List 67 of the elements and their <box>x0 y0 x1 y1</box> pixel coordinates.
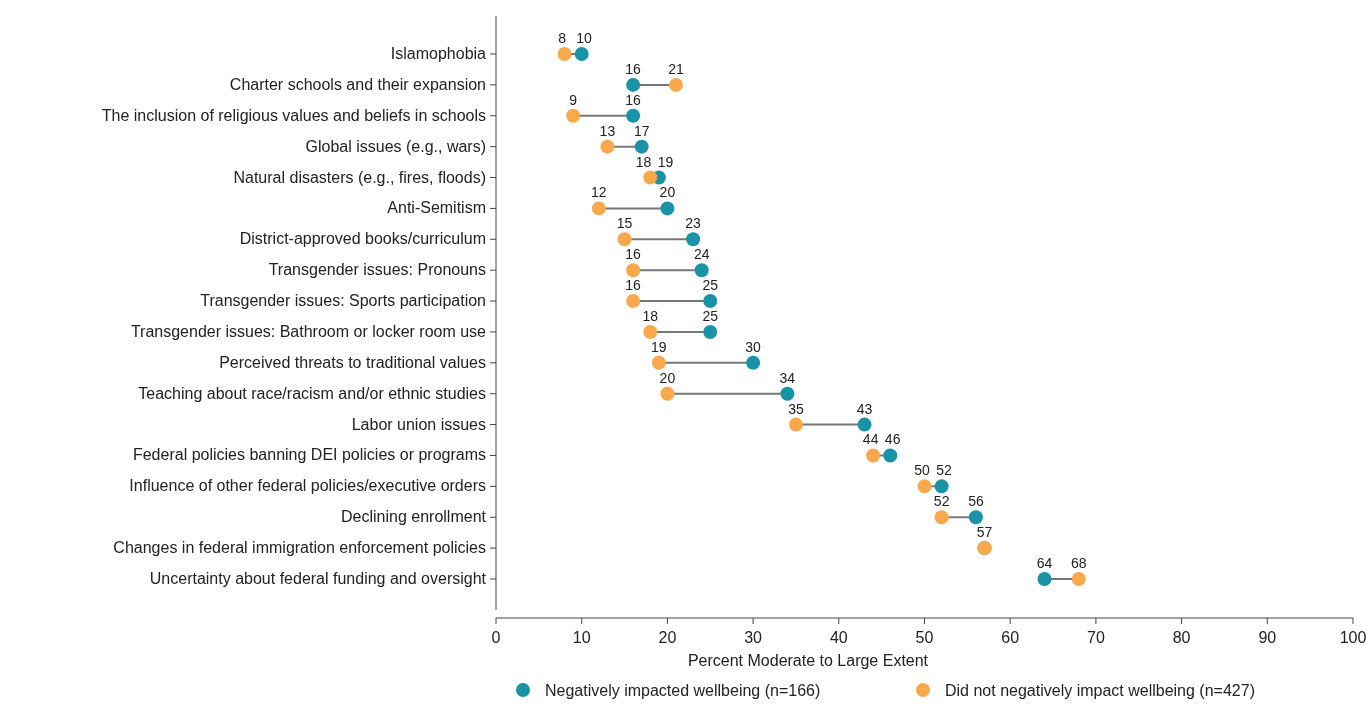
y-tick-label: Transgender issues: Sports participation <box>200 292 486 310</box>
data-label: 18 <box>642 307 659 324</box>
data-label: 46 <box>884 431 901 448</box>
data-label: 16 <box>625 60 642 77</box>
y-tick-label: Perceived threats to traditional values <box>219 353 486 371</box>
y-tick-label: Natural disasters (e.g., fires, floods) <box>233 168 486 186</box>
data-label: 21 <box>668 60 684 77</box>
x-tick-label: 20 <box>658 629 677 646</box>
data-label: 43 <box>856 400 873 417</box>
x-tick-label: 70 <box>1087 629 1105 646</box>
data-label: 35 <box>788 400 804 417</box>
x-tick-label: 80 <box>1172 629 1191 646</box>
y-tick-label: Anti-Semitism <box>387 199 486 217</box>
y-tick-label: Charter schools and their expansion <box>229 75 486 93</box>
data-label: 16 <box>625 91 642 108</box>
y-tick-label: Changes in federal immigration enforcement policies <box>113 539 486 557</box>
legend-label: Negatively impacted wellbeing (n=166) <box>545 682 821 699</box>
x-tick-label: 60 <box>1001 629 1020 646</box>
data-label: 20 <box>659 369 676 386</box>
x-axis-title: Percent Moderate to Large Extent <box>687 652 929 669</box>
x-tick-label: 50 <box>915 629 934 646</box>
x-tick-label: 10 <box>572 629 591 646</box>
data-label: 68 <box>1070 555 1087 571</box>
data-label: 20 <box>659 184 676 201</box>
data-label: 16 <box>625 277 642 294</box>
data-label: 30 <box>745 338 762 355</box>
data-label: 8 <box>558 30 567 46</box>
y-tick-label: Global issues (e.g., wars) <box>305 137 486 155</box>
data-label: 25 <box>702 277 719 294</box>
y-tick-label: Labor union issues <box>351 415 486 433</box>
data-label: 19 <box>657 153 674 170</box>
y-tick-label: District-approved books/curriculum <box>239 230 486 248</box>
x-tick-label: 0 <box>491 629 501 646</box>
data-label: 52 <box>933 493 950 510</box>
data-label: 15 <box>616 215 633 232</box>
data-label: 17 <box>633 122 650 139</box>
x-tick-label: 90 <box>1258 629 1277 646</box>
data-label: 13 <box>599 122 616 139</box>
data-label: 34 <box>779 369 796 386</box>
x-tick-label: 100 <box>1339 629 1367 646</box>
y-tick-label: Transgender issues: Pronouns <box>268 261 486 279</box>
y-tick-label: Uncertainty about federal funding and oversight <box>149 570 487 587</box>
data-label: 12 <box>591 184 607 201</box>
y-tick-label: Declining enrollment <box>341 508 487 526</box>
data-label: 19 <box>651 338 667 355</box>
data-label: 16 <box>625 246 642 263</box>
data-label: 18 <box>635 153 652 170</box>
data-label: 57 <box>976 524 993 541</box>
data-label: 50 <box>914 462 931 479</box>
data-label: 23 <box>685 215 702 232</box>
data-label: 10 <box>576 30 593 46</box>
y-tick-label: Federal policies banning DEI policies or programs <box>132 446 486 464</box>
data-label: 44 <box>862 431 879 448</box>
y-tick-label: Teaching about race/racism and/or ethnic studies <box>138 384 486 402</box>
data-label: 52 <box>936 462 953 479</box>
y-tick-label: The inclusion of religious values and beliefs in schools <box>101 106 486 124</box>
data-label: 24 <box>693 246 710 263</box>
y-tick-label: Islamophobia <box>390 45 487 62</box>
data-label: 64 <box>1036 555 1053 571</box>
legend-label: Did not negatively impact wellbeing (n=427) <box>945 682 1255 699</box>
y-tick-label: Transgender issues: Bathroom or locker room use <box>130 322 487 340</box>
x-tick-label: 30 <box>744 629 763 646</box>
data-label: 9 <box>569 91 578 108</box>
y-tick-label: Influence of other federal policies/executive orders <box>129 477 486 495</box>
data-label: 25 <box>702 307 719 324</box>
x-tick-label: 40 <box>829 629 848 646</box>
data-label: 56 <box>968 493 984 510</box>
